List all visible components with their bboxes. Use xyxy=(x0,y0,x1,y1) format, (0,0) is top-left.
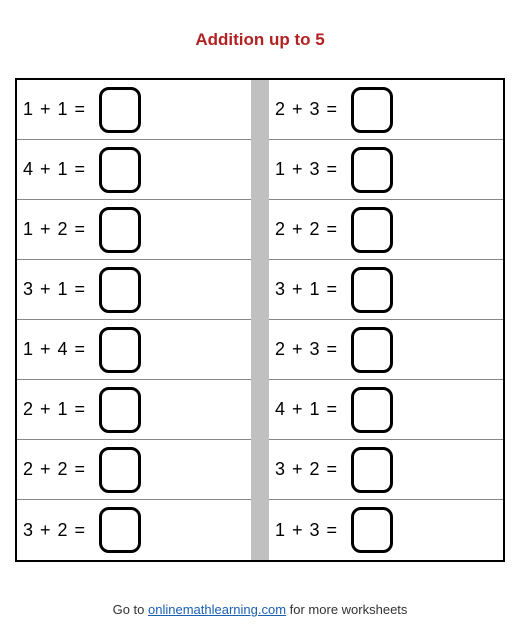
column-divider xyxy=(251,80,269,560)
problem-row: 1 + 1 = xyxy=(17,80,251,140)
problem-text: 4 + 1 = xyxy=(23,159,99,180)
answer-box[interactable] xyxy=(351,327,393,373)
problem-row: 3 + 1 = xyxy=(17,260,251,320)
problem-row: 2 + 2 = xyxy=(269,200,503,260)
problem-row: 2 + 3 = xyxy=(269,80,503,140)
problem-text: 2 + 2 = xyxy=(23,459,99,480)
problem-row: 1 + 3 = xyxy=(269,140,503,200)
problem-text: 3 + 2 = xyxy=(23,520,99,541)
problem-text: 2 + 3 = xyxy=(275,99,351,120)
answer-box[interactable] xyxy=(351,387,393,433)
answer-box[interactable] xyxy=(351,147,393,193)
problem-text: 2 + 1 = xyxy=(23,399,99,420)
problem-row: 4 + 1 = xyxy=(17,140,251,200)
problem-row: 4 + 1 = xyxy=(269,380,503,440)
answer-box[interactable] xyxy=(99,327,141,373)
right-column: 2 + 3 = 1 + 3 = 2 + 2 = 3 + 1 = 2 + 3 = 4 + 1… xyxy=(269,80,503,560)
answer-box[interactable] xyxy=(99,387,141,433)
answer-box[interactable] xyxy=(351,87,393,133)
answer-box[interactable] xyxy=(99,207,141,253)
problem-text: 1 + 1 = xyxy=(23,99,99,120)
problem-row: 1 + 4 = xyxy=(17,320,251,380)
problem-row: 1 + 2 = xyxy=(17,200,251,260)
problem-row: 1 + 3 = xyxy=(269,500,503,560)
answer-box[interactable] xyxy=(99,87,141,133)
problem-text: 2 + 2 = xyxy=(275,219,351,240)
problem-text: 2 + 3 = xyxy=(275,339,351,360)
problem-text: 4 + 1 = xyxy=(275,399,351,420)
footer-link[interactable]: onlinemathlearning.com xyxy=(148,602,286,617)
problem-text: 1 + 4 = xyxy=(23,339,99,360)
problem-row: 3 + 2 = xyxy=(17,500,251,560)
answer-box[interactable] xyxy=(351,267,393,313)
left-column: 1 + 1 = 4 + 1 = 1 + 2 = 3 + 1 = 1 + 4 = 2 + 1… xyxy=(17,80,251,560)
answer-box[interactable] xyxy=(99,507,141,553)
problem-text: 1 + 3 = xyxy=(275,159,351,180)
answer-box[interactable] xyxy=(99,147,141,193)
footer-suffix: for more worksheets xyxy=(286,602,407,617)
problem-text: 3 + 2 = xyxy=(275,459,351,480)
problem-row: 3 + 2 = xyxy=(269,440,503,500)
footer-text: Go to onlinemathlearning.com for more wo… xyxy=(0,602,520,617)
answer-box[interactable] xyxy=(351,507,393,553)
footer-prefix: Go to xyxy=(113,602,148,617)
worksheet-grid: 1 + 1 = 4 + 1 = 1 + 2 = 3 + 1 = 1 + 4 = 2 + 1… xyxy=(15,78,505,562)
problem-text: 1 + 2 = xyxy=(23,219,99,240)
problem-row: 2 + 3 = xyxy=(269,320,503,380)
problem-row: 2 + 2 = xyxy=(17,440,251,500)
problem-text: 1 + 3 = xyxy=(275,520,351,541)
answer-box[interactable] xyxy=(99,447,141,493)
problem-row: 3 + 1 = xyxy=(269,260,503,320)
problem-row: 2 + 1 = xyxy=(17,380,251,440)
answer-box[interactable] xyxy=(351,207,393,253)
problem-text: 3 + 1 = xyxy=(275,279,351,300)
answer-box[interactable] xyxy=(351,447,393,493)
problem-text: 3 + 1 = xyxy=(23,279,99,300)
worksheet-title: Addition up to 5 xyxy=(0,0,520,78)
answer-box[interactable] xyxy=(99,267,141,313)
